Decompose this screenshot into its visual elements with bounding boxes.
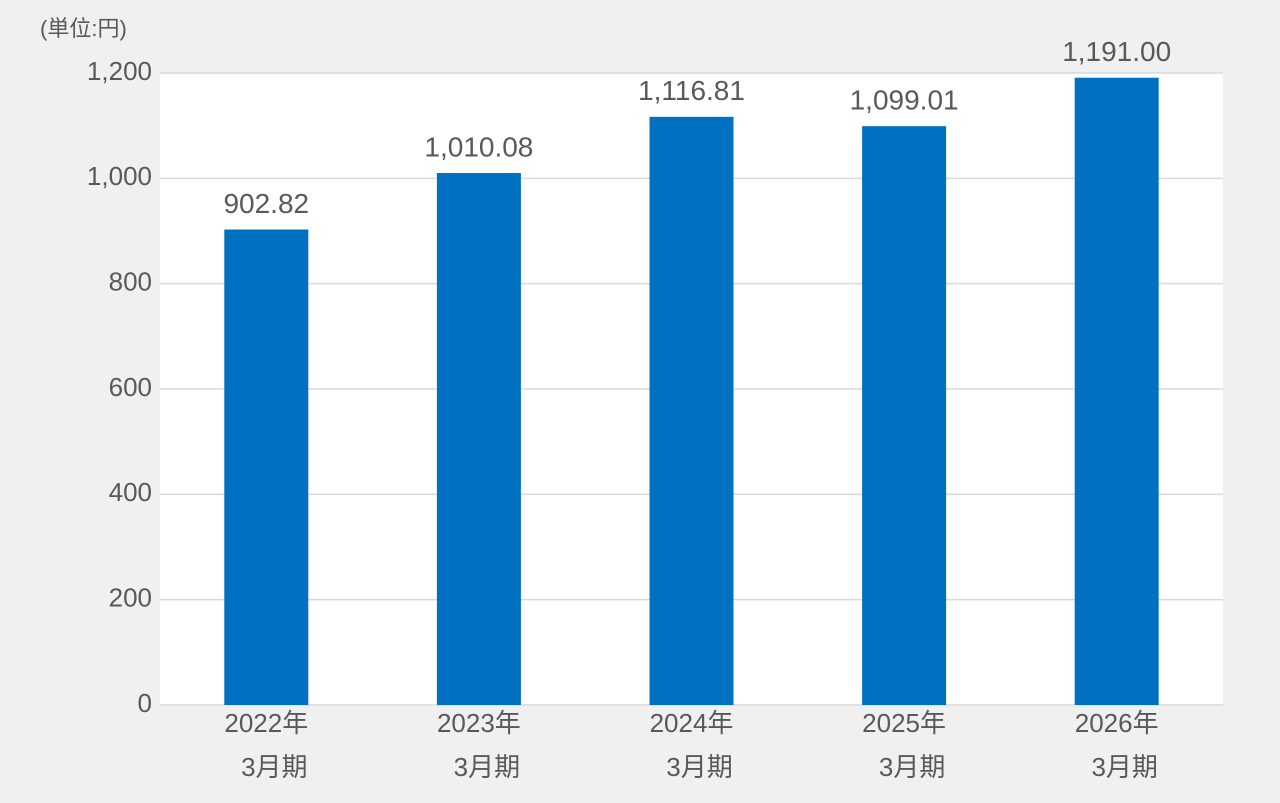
value-label: 1,191.00 xyxy=(1062,36,1171,67)
bar xyxy=(649,116,734,705)
x-tick-label: 2023年 3月期 xyxy=(437,708,521,782)
x-tick-label: 2025年 3月期 xyxy=(862,708,946,782)
unit-label: (単位:円) xyxy=(40,16,127,41)
y-tick-label: 400 xyxy=(109,477,152,507)
value-label: 1,010.08 xyxy=(424,131,533,162)
bar xyxy=(436,173,521,705)
value-label: 1,116.81 xyxy=(638,75,745,106)
x-tick-label-line: 3月期 xyxy=(1091,752,1157,782)
y-tick-label: 0 xyxy=(138,688,152,718)
x-tick-label: 2026年 3月期 xyxy=(1075,708,1159,782)
y-tick-label: 200 xyxy=(109,583,152,613)
value-label: 1,099.01 xyxy=(850,85,959,116)
y-tick-label: 1,000 xyxy=(87,161,152,191)
bar xyxy=(224,229,309,705)
x-tick-label-line: 3月期 xyxy=(241,752,307,782)
x-tick-label-line: 3月期 xyxy=(879,752,945,782)
x-tick-label-line: 3月期 xyxy=(454,752,520,782)
x-tick-label-line: 2026年 xyxy=(1075,708,1159,738)
x-tick-label-line: 2023年 xyxy=(437,708,521,738)
x-tick-label-line: 3月期 xyxy=(666,752,732,782)
x-tick-label-line: 2024年 xyxy=(650,708,734,738)
y-tick-label: 1,200 xyxy=(87,56,152,86)
bar xyxy=(1074,77,1159,706)
x-tick-label: 2024年 3月期 xyxy=(650,708,734,782)
bar xyxy=(862,126,947,706)
y-tick-label: 800 xyxy=(109,267,152,297)
y-tick-label: 600 xyxy=(109,372,152,402)
x-tick-label-line: 2025年 xyxy=(862,708,946,738)
x-tick-label: 2022年 3月期 xyxy=(224,708,308,782)
value-label: 902.82 xyxy=(223,188,309,219)
x-tick-label-line: 2022年 xyxy=(224,708,308,738)
